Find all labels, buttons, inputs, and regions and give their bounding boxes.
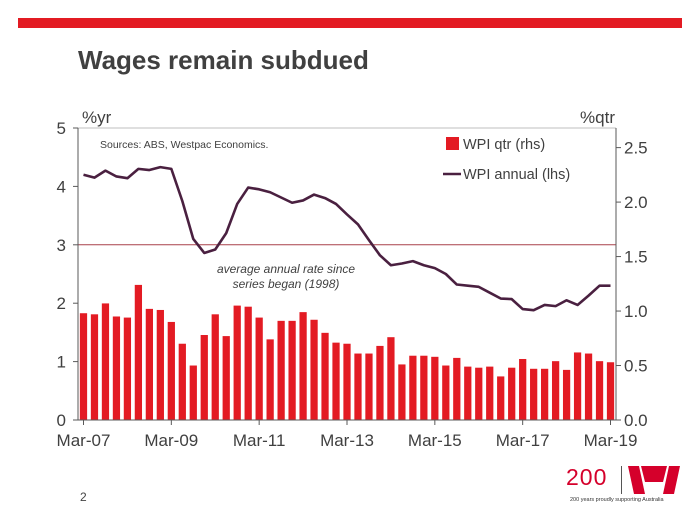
reference-annotation: average annual rate since (217, 262, 355, 276)
bar-wpi-qtr (277, 320, 285, 420)
left-tick-label: 3 (57, 236, 66, 255)
bar-wpi-qtr (453, 357, 461, 420)
left-tick-label: 5 (57, 119, 66, 138)
bar-wpi-qtr (584, 353, 593, 420)
bar-wpi-qtr (321, 332, 329, 420)
bar-wpi-qtr (167, 321, 175, 420)
bar-wpi-qtr (464, 366, 472, 420)
left-tick-label: 2 (57, 294, 66, 313)
x-tick-label: Mar-07 (57, 431, 111, 450)
left-tick-label: 1 (57, 353, 66, 372)
bar-wpi-qtr (530, 368, 538, 420)
bar-wpi-qtr (431, 356, 439, 420)
bar-wpi-qtr (519, 358, 527, 420)
logo-tagline: 200 years proudly supporting Australia (570, 497, 664, 503)
legend-label-annual: WPI annual (lhs) (463, 167, 570, 183)
x-tick-label: Mar-17 (496, 431, 550, 450)
reference-annotation: series began (1998) (233, 277, 340, 291)
logo-anniversary-text: 200 (566, 464, 608, 490)
bar-wpi-qtr (178, 343, 186, 420)
bar-wpi-qtr (123, 317, 132, 420)
x-tick-label: Mar-11 (233, 431, 286, 450)
bar-wpi-qtr (266, 339, 274, 420)
bar-wpi-qtr (497, 376, 505, 420)
bar-wpi-qtr (541, 368, 549, 420)
bar-wpi-qtr (332, 342, 340, 420)
bar-wpi-qtr (562, 369, 571, 420)
bar-wpi-qtr (409, 355, 417, 420)
x-tick-label: Mar-19 (584, 431, 638, 450)
bar-wpi-qtr (255, 317, 263, 420)
bar-wpi-qtr (189, 365, 197, 420)
bar-wpi-qtr (299, 312, 307, 420)
bar-wpi-qtr (288, 320, 296, 420)
top-accent-bar (18, 18, 682, 28)
bar-wpi-qtr (442, 365, 450, 420)
bar-wpi-qtr (573, 352, 582, 420)
slide-title: Wages remain subdued (78, 45, 369, 75)
bar-wpi-qtr (486, 366, 494, 420)
bar-wpi-qtr (79, 313, 88, 420)
bar-wpi-qtr (508, 367, 516, 420)
right-tick-label: 0.5 (624, 357, 648, 376)
bar-wpi-qtr (233, 305, 241, 420)
bar-wpi-qtr (475, 367, 483, 420)
bar-wpi-qtr (156, 309, 164, 420)
left-tick-label: 0 (57, 411, 66, 430)
right-axis-unit: %qtr (580, 108, 615, 127)
westpac-200-logo: 200 200 years proudly supporting Austral… (566, 462, 684, 510)
bar-wpi-qtr (387, 337, 395, 420)
logo-divider (621, 466, 622, 494)
right-tick-label: 2.0 (624, 193, 648, 212)
bar-wpi-qtr (376, 345, 384, 420)
bar-wpi-qtr (420, 355, 428, 420)
left-axis-unit: %yr (82, 108, 112, 127)
bar-wpi-qtr (343, 343, 351, 420)
bar-wpi-qtr (354, 353, 362, 420)
bar-wpi-qtr (398, 364, 406, 420)
legend-swatch-bar (446, 137, 459, 150)
bar-wpi-qtr (365, 353, 373, 420)
bar-wpi-qtr (101, 303, 110, 420)
left-tick-label: 4 (57, 177, 66, 196)
right-tick-label: 2.5 (624, 139, 648, 158)
line-wpi-annual (83, 165, 611, 312)
right-tick-label: 0.0 (624, 411, 648, 430)
bar-wpi-qtr (606, 362, 615, 420)
bar-wpi-qtr (112, 316, 121, 420)
westpac-w-icon (628, 466, 680, 494)
x-tick-label: Mar-09 (144, 431, 198, 450)
source-note: Sources: ABS, Westpac Economics. (100, 139, 268, 151)
bar-wpi-qtr (200, 335, 208, 420)
bar-wpi-qtr (595, 361, 604, 420)
bar-wpi-qtr (551, 361, 560, 420)
bar-wpi-qtr (244, 306, 252, 420)
right-tick-label: 1.5 (624, 248, 648, 267)
bar-wpi-qtr (145, 308, 153, 420)
bar-wpi-qtr (310, 319, 318, 420)
bar-wpi-qtr (211, 314, 219, 420)
x-tick-label: Mar-15 (408, 431, 462, 450)
page-number: 2 (80, 490, 87, 504)
legend-label-qtr: WPI qtr (rhs) (463, 137, 545, 153)
right-tick-label: 1.0 (624, 302, 648, 321)
x-tick-label: Mar-13 (320, 431, 374, 450)
bar-wpi-qtr (134, 284, 143, 420)
bar-wpi-qtr (90, 314, 99, 420)
bar-wpi-qtr (222, 336, 230, 420)
